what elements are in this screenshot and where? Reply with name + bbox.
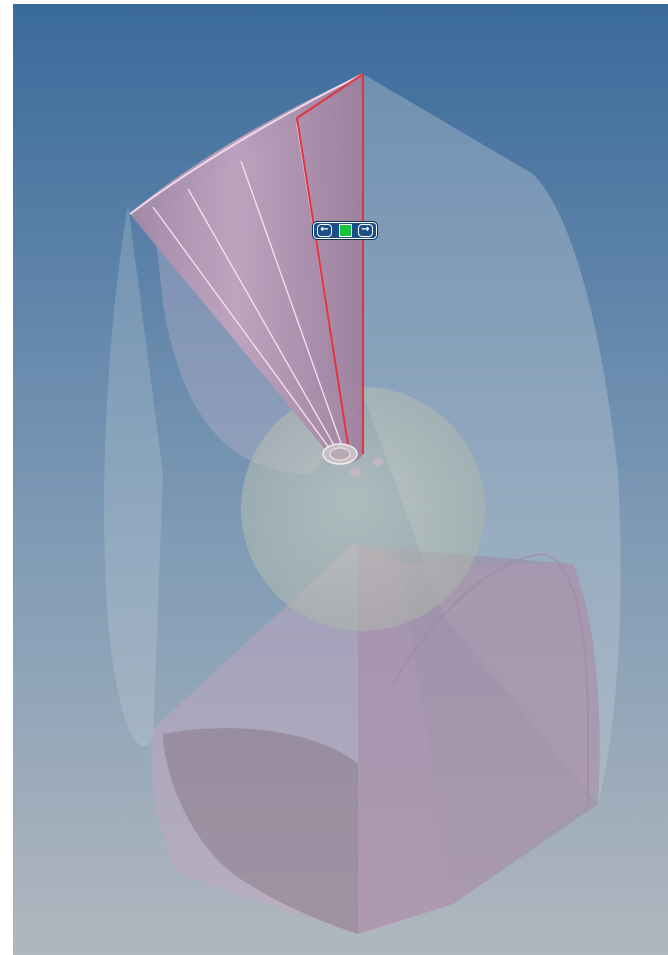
- square-handle-icon[interactable]: [338, 224, 352, 237]
- selected-edge: [296, 72, 364, 454]
- model-canvas[interactable]: [13, 4, 668, 955]
- drag-handle-widget[interactable]: ← →: [312, 221, 378, 240]
- lower-cone-right: [398, 549, 600, 904]
- top-cone-rim: [129, 73, 364, 215]
- center-sphere: [241, 387, 485, 631]
- cone-facet-line: [187, 188, 340, 455]
- cone-facet-line: [152, 206, 336, 457]
- apex-nub: [349, 467, 361, 477]
- cone-facet-line: [240, 160, 345, 453]
- lower-cone-front: [358, 544, 453, 934]
- arrow-right-icon[interactable]: →: [358, 224, 373, 237]
- arrow-left-icon[interactable]: ←: [317, 224, 332, 237]
- outer-body: [104, 204, 163, 747]
- apex-nub: [373, 458, 383, 466]
- 3d-viewport[interactable]: ← →: [13, 4, 668, 955]
- selected-edge: [296, 117, 350, 452]
- lower-cone-left: [163, 728, 358, 934]
- outer-body-right: [363, 74, 621, 804]
- apex-ring-inner: [329, 447, 351, 461]
- lower-cone-arch: [392, 552, 589, 804]
